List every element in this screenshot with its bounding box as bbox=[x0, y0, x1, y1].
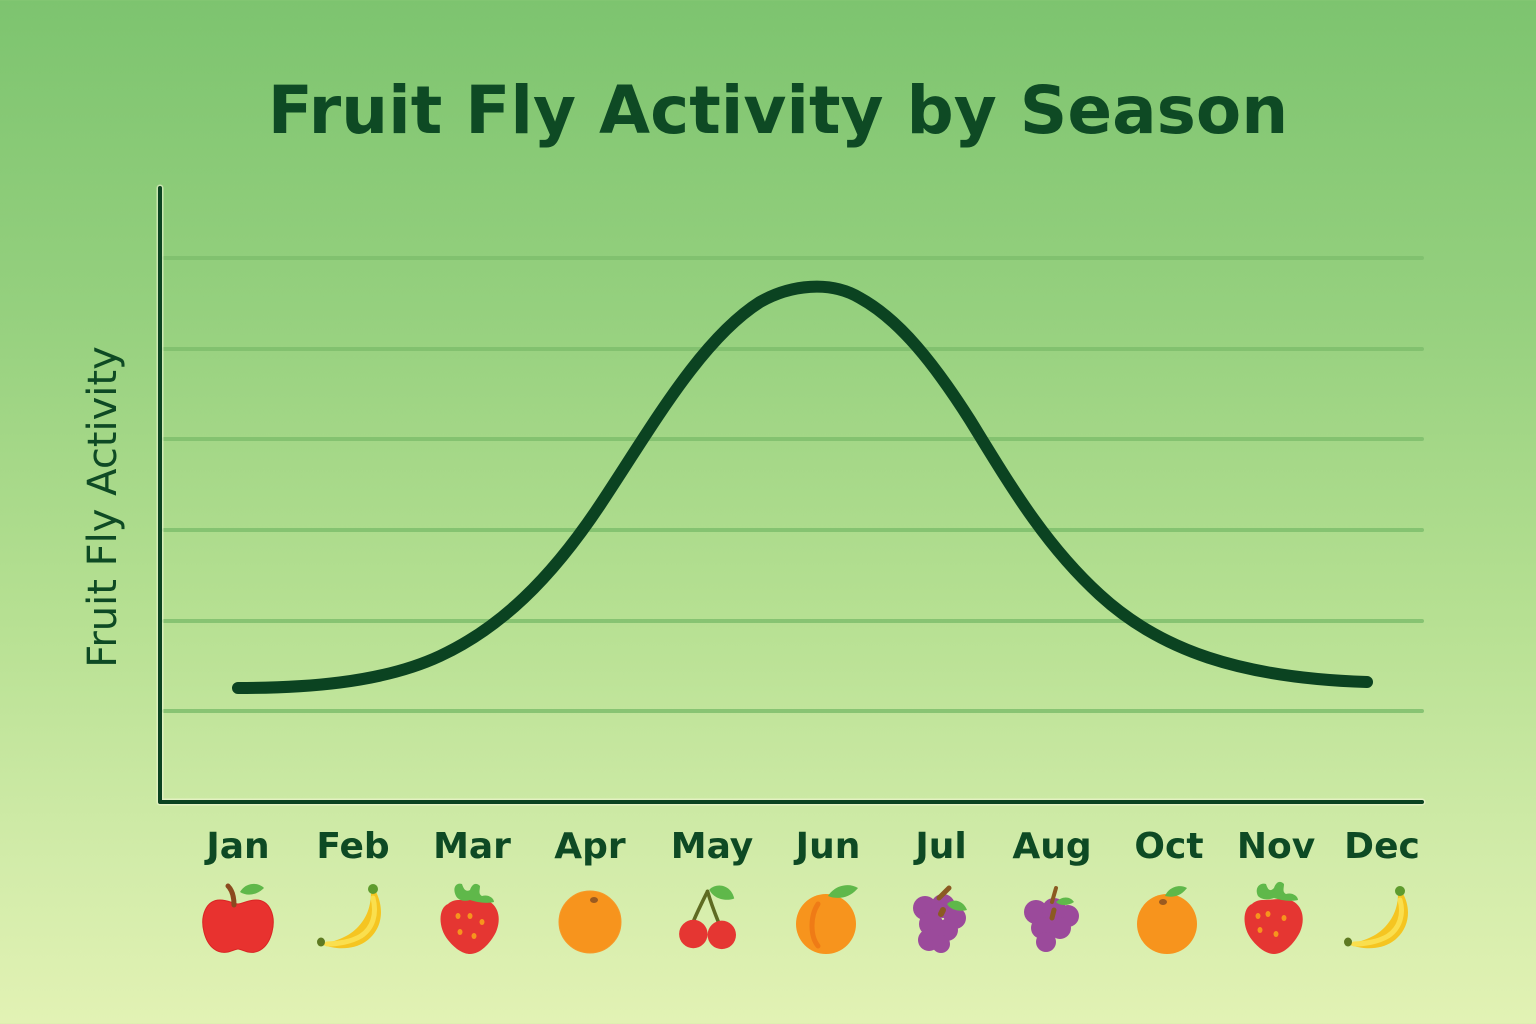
banana-icon bbox=[317, 884, 381, 949]
gridlines bbox=[162, 256, 1424, 713]
x-tick-label-dec: Dec bbox=[1344, 826, 1420, 867]
x-tick-label-jan: Jan bbox=[206, 826, 270, 867]
grapes-icon bbox=[913, 885, 967, 953]
chart-title: Fruit Fly Activity by Season bbox=[267, 72, 1289, 149]
cherry-icon bbox=[679, 885, 736, 950]
axes bbox=[156, 184, 1426, 806]
apple-icon bbox=[202, 883, 274, 953]
x-tick-label-feb: Feb bbox=[316, 826, 390, 867]
x-tick-label-oct: Oct bbox=[1134, 826, 1204, 867]
activity-curve bbox=[232, 280, 1373, 694]
grapes-icon bbox=[1024, 886, 1079, 952]
x-tick-label-aug: Aug bbox=[1012, 826, 1092, 867]
x-tick-label-jul: Jul bbox=[915, 826, 967, 867]
x-tick-label-nov: Nov bbox=[1236, 826, 1316, 867]
orange-icon bbox=[1137, 886, 1197, 954]
x-tick-label-apr: Apr bbox=[554, 826, 626, 867]
x-tick-label-mar: Mar bbox=[433, 826, 511, 867]
strawberry-icon bbox=[440, 883, 499, 954]
strawberry-icon bbox=[1244, 881, 1303, 954]
x-tick-label-jun: Jun bbox=[795, 826, 861, 867]
orange-icon bbox=[558, 890, 622, 954]
x-tick-label-may: May bbox=[670, 826, 754, 867]
peach-icon bbox=[796, 885, 858, 954]
banana-icon bbox=[1344, 886, 1408, 949]
axis-lines bbox=[158, 186, 1424, 804]
